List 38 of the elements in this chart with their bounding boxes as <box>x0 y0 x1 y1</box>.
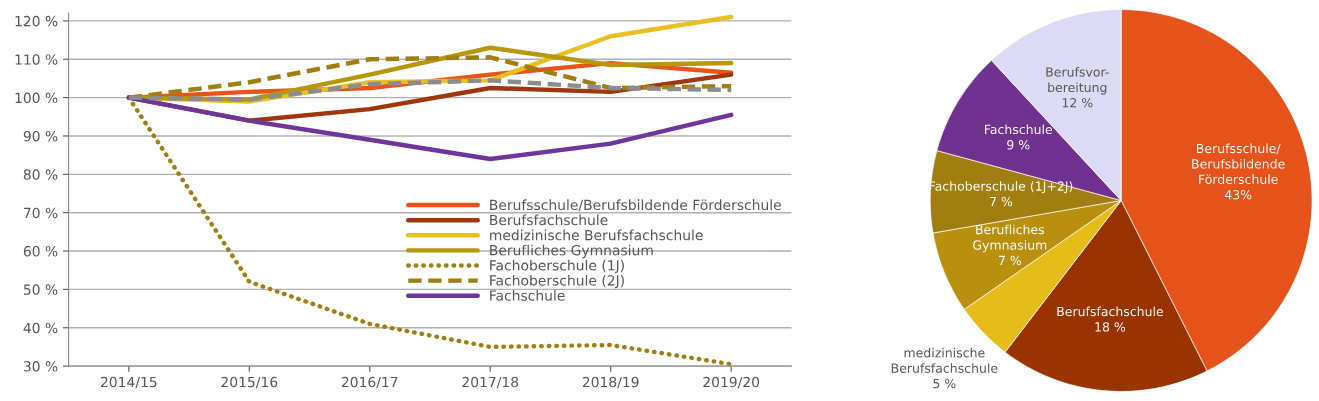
slice-label: Fachschule <box>985 124 1053 135</box>
y-tick-label: 60 % <box>23 246 58 257</box>
y-tick-label: 40 % <box>23 322 58 334</box>
data-label: 7 % <box>998 255 1022 266</box>
legend-label: Fachoberschule (1J) <box>490 259 624 274</box>
x-tick-label: 2019/20 <box>703 376 760 389</box>
y-tick-label: 30 % <box>23 361 58 372</box>
legend-label: Berufsschule/Berufsbildende Förderschule <box>490 199 781 212</box>
data-label: 12 % <box>1062 98 1093 108</box>
y-tick-label: 110 % <box>15 54 58 65</box>
data-label: 43% <box>1224 189 1252 200</box>
x-tick-label: 2018/19 <box>582 376 639 389</box>
x-tick-label: 2017/18 <box>462 376 519 389</box>
legend-label: Fachschule <box>490 290 565 301</box>
data-label: 5 % <box>933 378 956 389</box>
slice-label: Berufsvor- bereitung <box>1046 67 1109 95</box>
data-label: 7 % <box>990 196 1013 207</box>
y-tick-label: 120 % <box>15 15 58 27</box>
y-tick-label: 50 % <box>23 284 58 295</box>
y-tick-label: 70 % <box>24 207 58 219</box>
legend-label: Berufliches Gymnasium <box>490 244 653 259</box>
legend-label: Berufsfachschule <box>490 214 608 226</box>
y-tick-label: 100 % <box>15 92 58 104</box>
data-label: 9 % <box>1007 140 1030 150</box>
slice-label: Berufsfachschule <box>1057 306 1164 317</box>
slice-label: Berufsschule/ Berufsbildende Förderschule <box>1192 143 1285 185</box>
legend-label: Fachoberschule (2J) <box>490 274 624 289</box>
line-series <box>126 78 734 102</box>
line-series <box>126 95 734 162</box>
y-tick-label: 90 % <box>23 130 58 142</box>
x-tick-label: 2015/16 <box>221 376 278 389</box>
x-tick-label: 2014/15 <box>100 376 157 389</box>
legend-label: medizinische Berufsfachschule <box>490 229 703 241</box>
x-tick-label: 2016/17 <box>341 376 398 389</box>
slice-label: medizinische Berufsfachschule <box>891 347 998 373</box>
y-tick-label: 80 % <box>23 169 58 180</box>
slice-label: Berufliches Gymnasium <box>973 224 1047 253</box>
data-label: 18 % <box>1095 322 1126 332</box>
